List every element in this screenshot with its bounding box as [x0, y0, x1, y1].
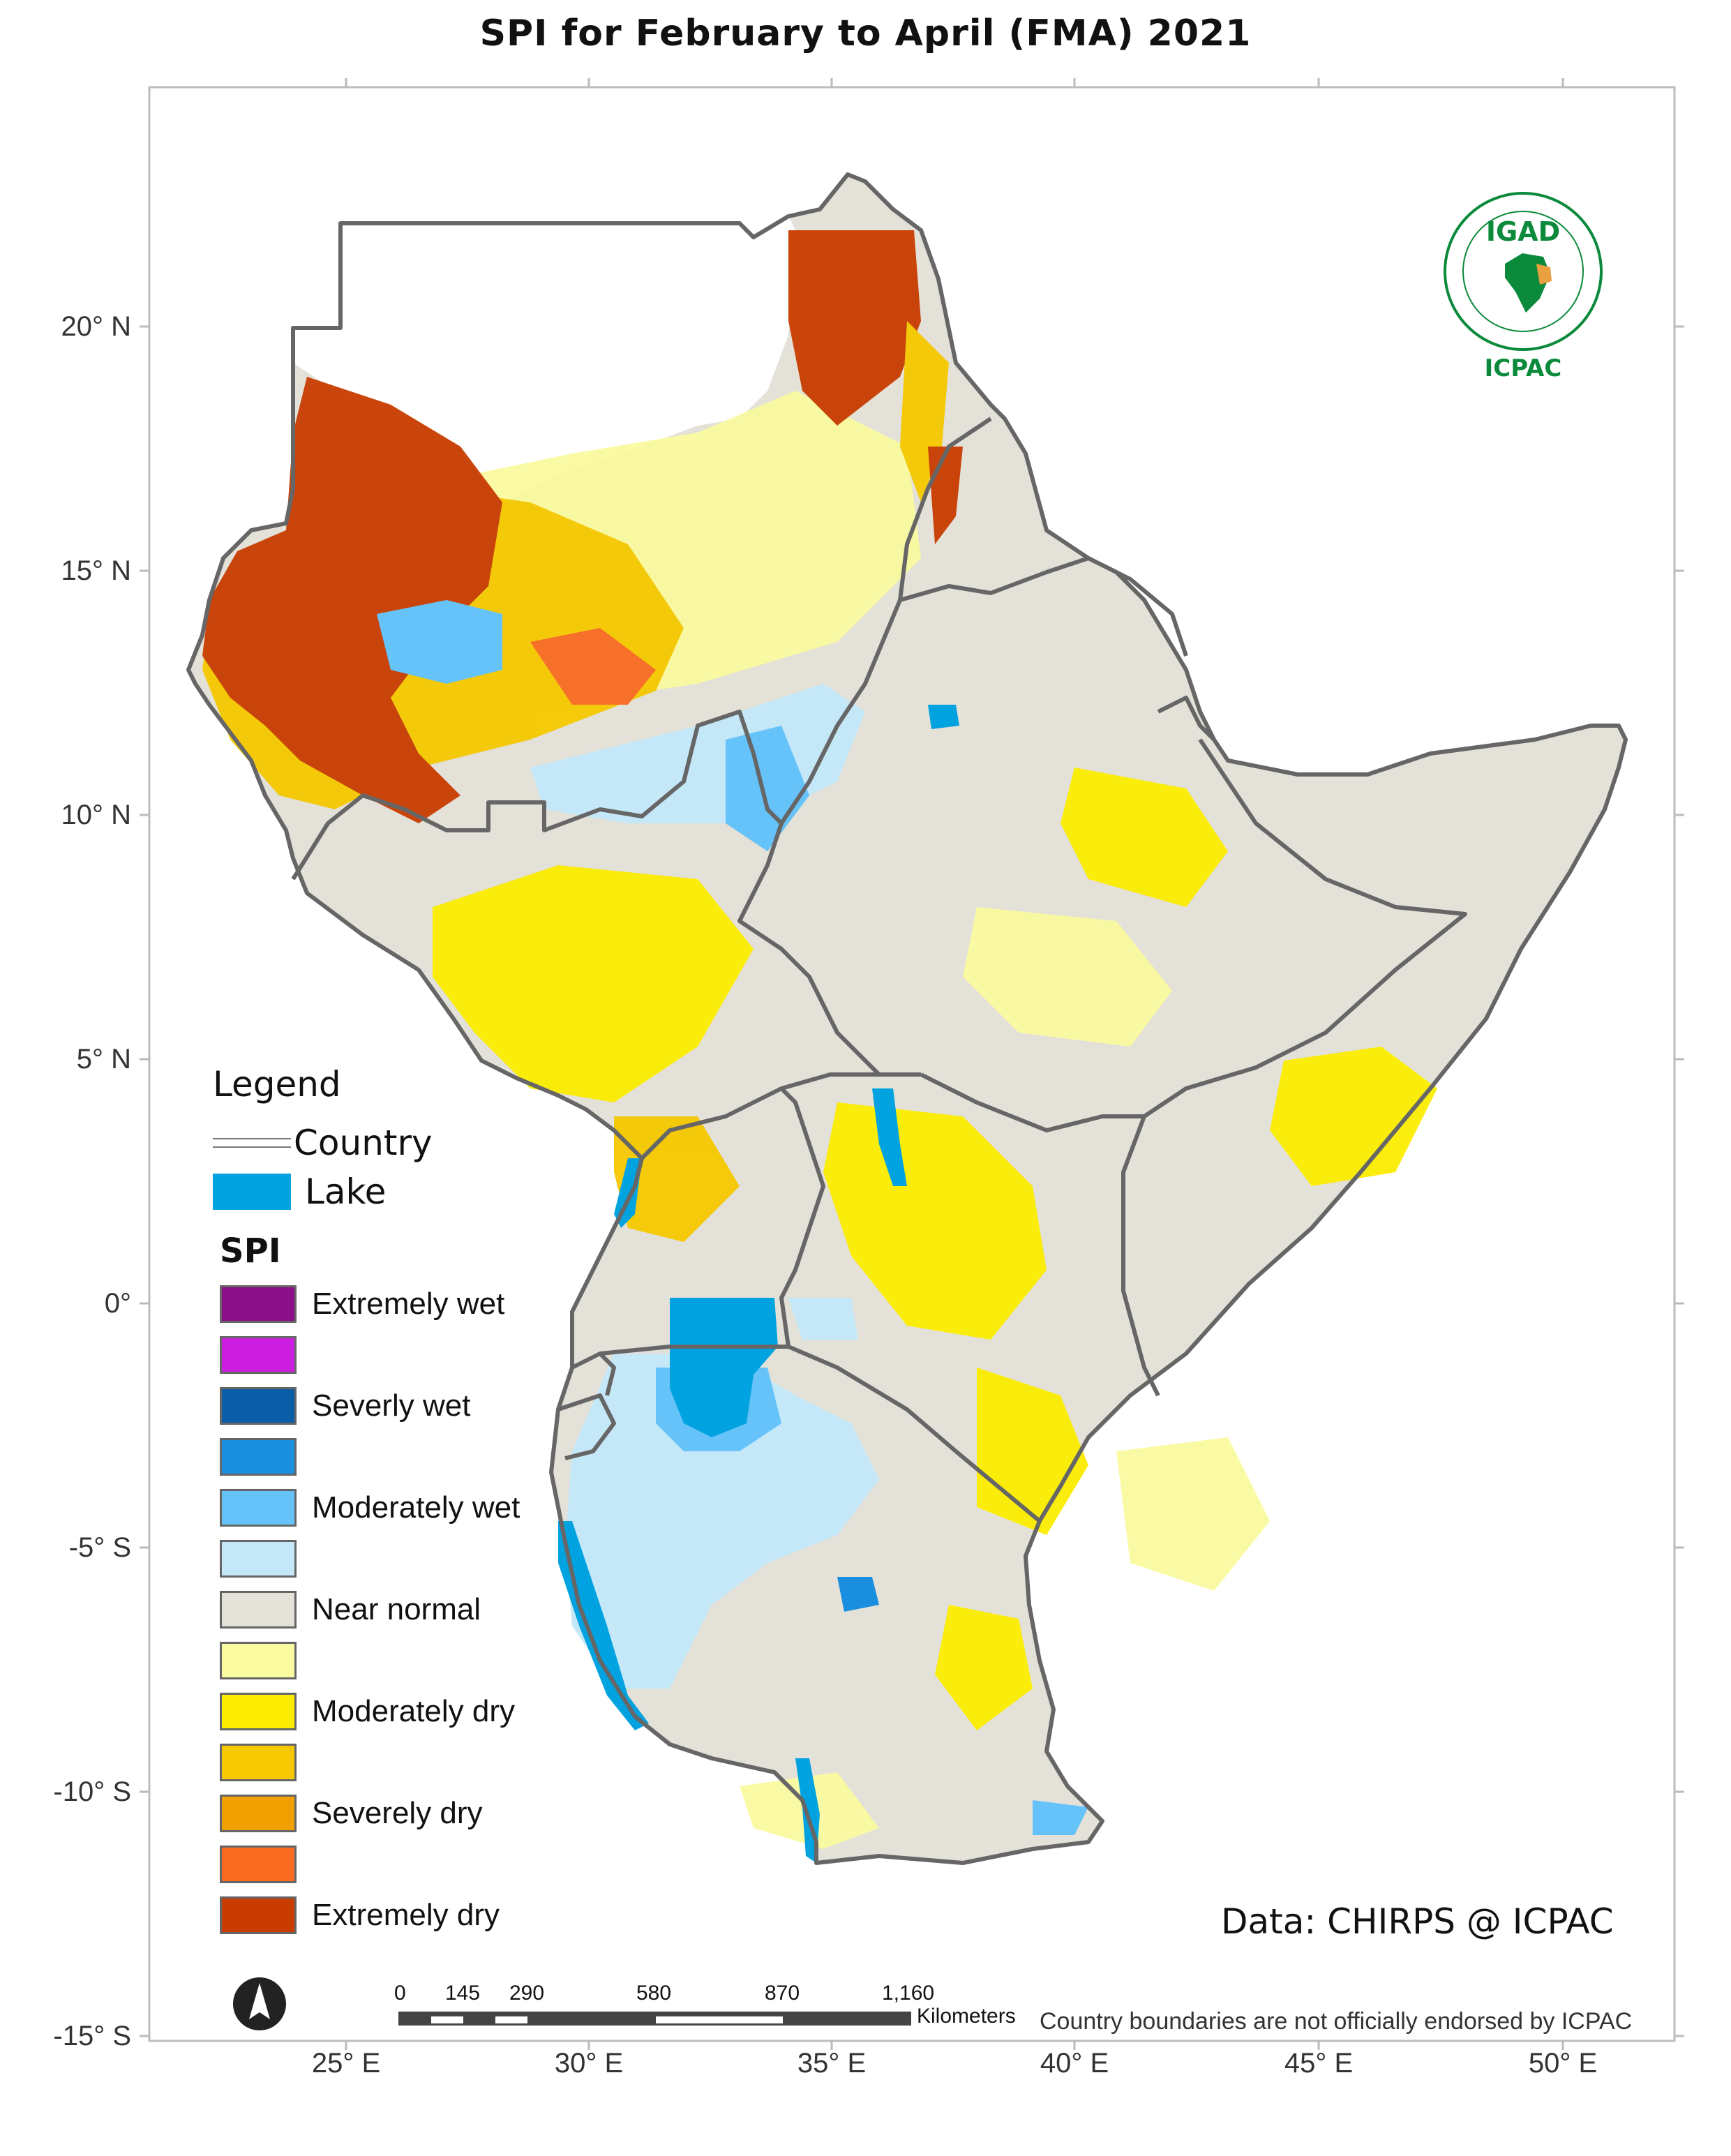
- spi-class-7: [213, 1641, 520, 1680]
- spi-swatch: [220, 1540, 297, 1578]
- lake-tanganyika: [558, 1521, 649, 1730]
- lat-label-20n: 20° N: [61, 311, 132, 342]
- lake-swatch: [213, 1174, 291, 1210]
- spi-class-9: [213, 1743, 520, 1782]
- scale-unit: Kilometers: [917, 2005, 1016, 2028]
- igad-icpac-logo: IGAD ICPAC: [1439, 187, 1608, 389]
- spi-class-8: Moderately dry: [213, 1692, 520, 1731]
- map-title: SPI for February to April (FMA) 2021: [479, 13, 1252, 54]
- lat-label-0: 0°: [104, 1288, 131, 1319]
- scale-tick-870: 870: [765, 1982, 800, 2005]
- spi-swatch: [220, 1285, 297, 1323]
- lake-victoria: [670, 1298, 778, 1437]
- legend-lake: Lake: [213, 1167, 520, 1216]
- disclaimer: Country boundaries are not officially en…: [1040, 2008, 1633, 2035]
- logo-igad-text: IGAD: [1485, 216, 1561, 247]
- lon-label-50e: 50° E: [1528, 2048, 1598, 2079]
- spi-label: Extremely wet: [312, 1287, 505, 1321]
- spi-class-6: Near normal: [213, 1590, 520, 1629]
- spi-class-1: [213, 1335, 520, 1375]
- spi-label: Severely dry: [312, 1796, 483, 1830]
- lat-label-5s: -5° S: [68, 1532, 131, 1563]
- spi-class-0: Extremely wet: [213, 1285, 520, 1324]
- spi-swatch: [220, 1896, 297, 1934]
- lon-label-35e: 35° E: [797, 2048, 867, 2079]
- spi-label: Near normal: [312, 1592, 481, 1626]
- spi-class-10: Severely dry: [213, 1794, 520, 1833]
- legend-spi-title: SPI: [220, 1232, 281, 1271]
- lake-tana: [928, 705, 959, 729]
- legend: Legend Country Lake SPI Extremely wet Sev…: [213, 1064, 520, 1947]
- spi-swatch: [220, 1744, 297, 1781]
- legend-lake-label: Lake: [305, 1171, 387, 1212]
- lat-label-10s: -10° S: [53, 1776, 131, 1807]
- scale-tick-290: 290: [509, 1982, 545, 2005]
- country-line-icon: [213, 1138, 291, 1148]
- spi-swatch: [220, 1336, 297, 1374]
- lat-label-10n: 10° N: [61, 800, 132, 830]
- lake-turkana: [872, 1088, 907, 1186]
- north-arrow-icon: [233, 1977, 286, 2030]
- logo-icpac-text: ICPAC: [1484, 354, 1562, 382]
- igad-emblem-icon: [1444, 192, 1603, 351]
- spi-class-3: [213, 1437, 520, 1476]
- spi-class-2: Severly wet: [213, 1386, 520, 1425]
- lat-label-5n: 5° N: [76, 1044, 131, 1075]
- lon-label-40e: 40° E: [1040, 2048, 1109, 2079]
- lon-label-45e: 45° E: [1284, 2048, 1354, 2079]
- spi-class-11: [213, 1845, 520, 1884]
- spi-wet-zones: [377, 600, 1088, 1835]
- spi-class-list: Extremely wet Severly wet Moderately wet Ne…: [213, 1285, 520, 1935]
- spi-class-12: Extremely dry: [213, 1896, 520, 1935]
- spi-class-5: [213, 1539, 520, 1578]
- lat-label-15n: 15° N: [61, 555, 132, 586]
- legend-country: Country: [213, 1118, 520, 1167]
- country-borders: [186, 172, 1628, 1865]
- spi-swatch: [220, 1693, 297, 1730]
- spi-swatch: [220, 1438, 297, 1476]
- scale-tick-580: 580: [636, 1982, 672, 2005]
- spi-swatch: [220, 1387, 297, 1425]
- scale-tick-145: 145: [445, 1982, 481, 2005]
- scale-bar: [398, 2012, 911, 2026]
- spi-label: Extremely dry: [312, 1898, 500, 1932]
- data-credit: Data: CHIRPS @ ICPAC: [1221, 1901, 1614, 1942]
- spi-swatch: [220, 1489, 297, 1527]
- spi-label: Moderately wet: [312, 1490, 520, 1525]
- lat-label-15s: -15° S: [53, 2021, 131, 2051]
- scale-tick-0: 0: [394, 1982, 406, 2005]
- spi-label: Moderately dry: [312, 1694, 516, 1728]
- scale-tick-1160: 1,160: [882, 1982, 935, 2005]
- spi-swatch: [220, 1642, 297, 1679]
- spi-swatch: [220, 1846, 297, 1883]
- spi-swatch: [220, 1795, 297, 1832]
- spi-class-4: Moderately wet: [213, 1488, 520, 1527]
- lon-label-25e: 25° E: [311, 2048, 381, 2079]
- spi-label: Severly wet: [312, 1388, 471, 1423]
- legend-country-label: Country: [294, 1123, 433, 1163]
- legend-title: Legend: [213, 1064, 341, 1105]
- lon-label-30e: 30° E: [554, 2048, 624, 2079]
- graticule-ticks: [140, 78, 1684, 2050]
- spi-swatch: [220, 1591, 297, 1629]
